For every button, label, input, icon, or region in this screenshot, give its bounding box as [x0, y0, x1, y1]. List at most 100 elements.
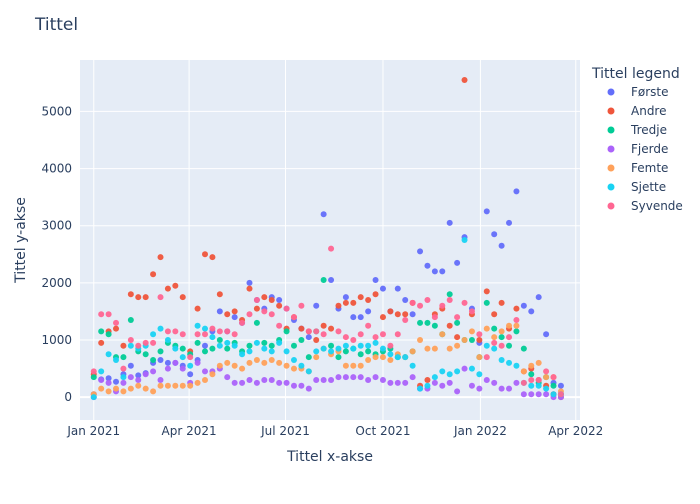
- data-point[interactable]: [402, 317, 409, 323]
- data-point[interactable]: [357, 342, 364, 349]
- data-point[interactable]: [439, 368, 446, 375]
- data-point[interactable]: [535, 382, 542, 389]
- data-point[interactable]: [535, 377, 542, 383]
- data-point[interactable]: [127, 342, 134, 349]
- data-point[interactable]: [365, 377, 372, 383]
- data-point[interactable]: [513, 362, 520, 369]
- data-point[interactable]: [172, 359, 179, 366]
- data-point[interactable]: [528, 382, 535, 389]
- data-point[interactable]: [150, 357, 157, 363]
- data-point[interactable]: [283, 379, 290, 386]
- data-point[interactable]: [543, 391, 550, 398]
- data-point[interactable]: [313, 377, 320, 383]
- data-point[interactable]: [105, 351, 112, 358]
- data-point[interactable]: [142, 371, 149, 378]
- data-point[interactable]: [276, 359, 283, 366]
- data-point[interactable]: [142, 294, 149, 301]
- data-point[interactable]: [468, 382, 475, 389]
- data-point[interactable]: [224, 339, 231, 346]
- data-point[interactable]: [313, 337, 320, 343]
- data-point[interactable]: [290, 342, 297, 349]
- data-point[interactable]: [135, 372, 142, 379]
- data-point[interactable]: [342, 342, 349, 349]
- data-point[interactable]: [446, 291, 453, 298]
- data-point[interactable]: [550, 391, 557, 398]
- data-point[interactable]: [246, 279, 253, 286]
- data-point[interactable]: [424, 297, 431, 303]
- data-point[interactable]: [105, 375, 112, 382]
- data-point[interactable]: [320, 211, 327, 218]
- data-point[interactable]: [120, 365, 127, 372]
- data-point[interactable]: [350, 314, 357, 321]
- data-point[interactable]: [142, 351, 149, 358]
- data-point[interactable]: [431, 322, 438, 329]
- data-point[interactable]: [528, 391, 535, 398]
- data-point[interactable]: [476, 354, 483, 361]
- data-point[interactable]: [357, 314, 364, 321]
- data-point[interactable]: [461, 299, 468, 306]
- data-point[interactable]: [394, 285, 401, 292]
- data-point[interactable]: [120, 354, 127, 361]
- data-point[interactable]: [172, 282, 179, 289]
- data-point[interactable]: [461, 365, 468, 372]
- data-point[interactable]: [313, 354, 320, 361]
- data-point[interactable]: [483, 354, 490, 361]
- data-point[interactable]: [513, 305, 520, 312]
- data-point[interactable]: [261, 377, 268, 383]
- data-point[interactable]: [402, 297, 409, 303]
- data-point[interactable]: [261, 345, 268, 352]
- data-point[interactable]: [483, 342, 490, 349]
- data-point[interactable]: [550, 382, 557, 389]
- data-point[interactable]: [357, 362, 364, 369]
- data-point[interactable]: [283, 305, 290, 312]
- data-point[interactable]: [283, 362, 290, 369]
- data-point[interactable]: [461, 77, 468, 83]
- data-point[interactable]: [164, 365, 171, 372]
- data-point[interactable]: [394, 354, 401, 361]
- data-point[interactable]: [498, 242, 505, 249]
- data-point[interactable]: [98, 328, 105, 335]
- data-point[interactable]: [113, 319, 120, 326]
- data-point[interactable]: [113, 385, 120, 392]
- data-point[interactable]: [506, 219, 513, 226]
- data-point[interactable]: [239, 379, 246, 386]
- data-point[interactable]: [150, 271, 157, 278]
- data-point[interactable]: [350, 337, 357, 343]
- data-point[interactable]: [127, 374, 134, 381]
- data-point[interactable]: [298, 302, 305, 309]
- data-point[interactable]: [454, 368, 461, 375]
- data-point[interactable]: [365, 342, 372, 349]
- data-point[interactable]: [209, 325, 216, 332]
- data-point[interactable]: [246, 348, 253, 355]
- data-point[interactable]: [342, 362, 349, 369]
- data-point[interactable]: [335, 345, 342, 352]
- data-point[interactable]: [394, 311, 401, 318]
- data-point[interactable]: [513, 322, 520, 329]
- data-point[interactable]: [150, 368, 157, 375]
- data-point[interactable]: [276, 297, 283, 303]
- data-point[interactable]: [179, 382, 186, 389]
- data-point[interactable]: [431, 379, 438, 386]
- data-point[interactable]: [379, 314, 386, 321]
- data-point[interactable]: [305, 354, 312, 361]
- data-point[interactable]: [305, 385, 312, 392]
- data-point[interactable]: [365, 308, 372, 315]
- data-point[interactable]: [157, 348, 164, 355]
- data-point[interactable]: [491, 334, 498, 341]
- data-point[interactable]: [164, 382, 171, 389]
- data-point[interactable]: [194, 339, 201, 346]
- data-point[interactable]: [135, 377, 142, 383]
- data-point[interactable]: [320, 322, 327, 329]
- data-point[interactable]: [194, 305, 201, 312]
- data-point[interactable]: [446, 379, 453, 386]
- data-point[interactable]: [483, 325, 490, 332]
- data-point[interactable]: [446, 322, 453, 329]
- data-point[interactable]: [253, 305, 260, 312]
- legend-item[interactable]: Sjette: [607, 180, 667, 194]
- data-point[interactable]: [402, 354, 409, 361]
- data-point[interactable]: [246, 311, 253, 318]
- data-point[interactable]: [187, 362, 194, 369]
- data-point[interactable]: [276, 322, 283, 329]
- data-point[interactable]: [520, 302, 527, 309]
- data-point[interactable]: [164, 359, 171, 366]
